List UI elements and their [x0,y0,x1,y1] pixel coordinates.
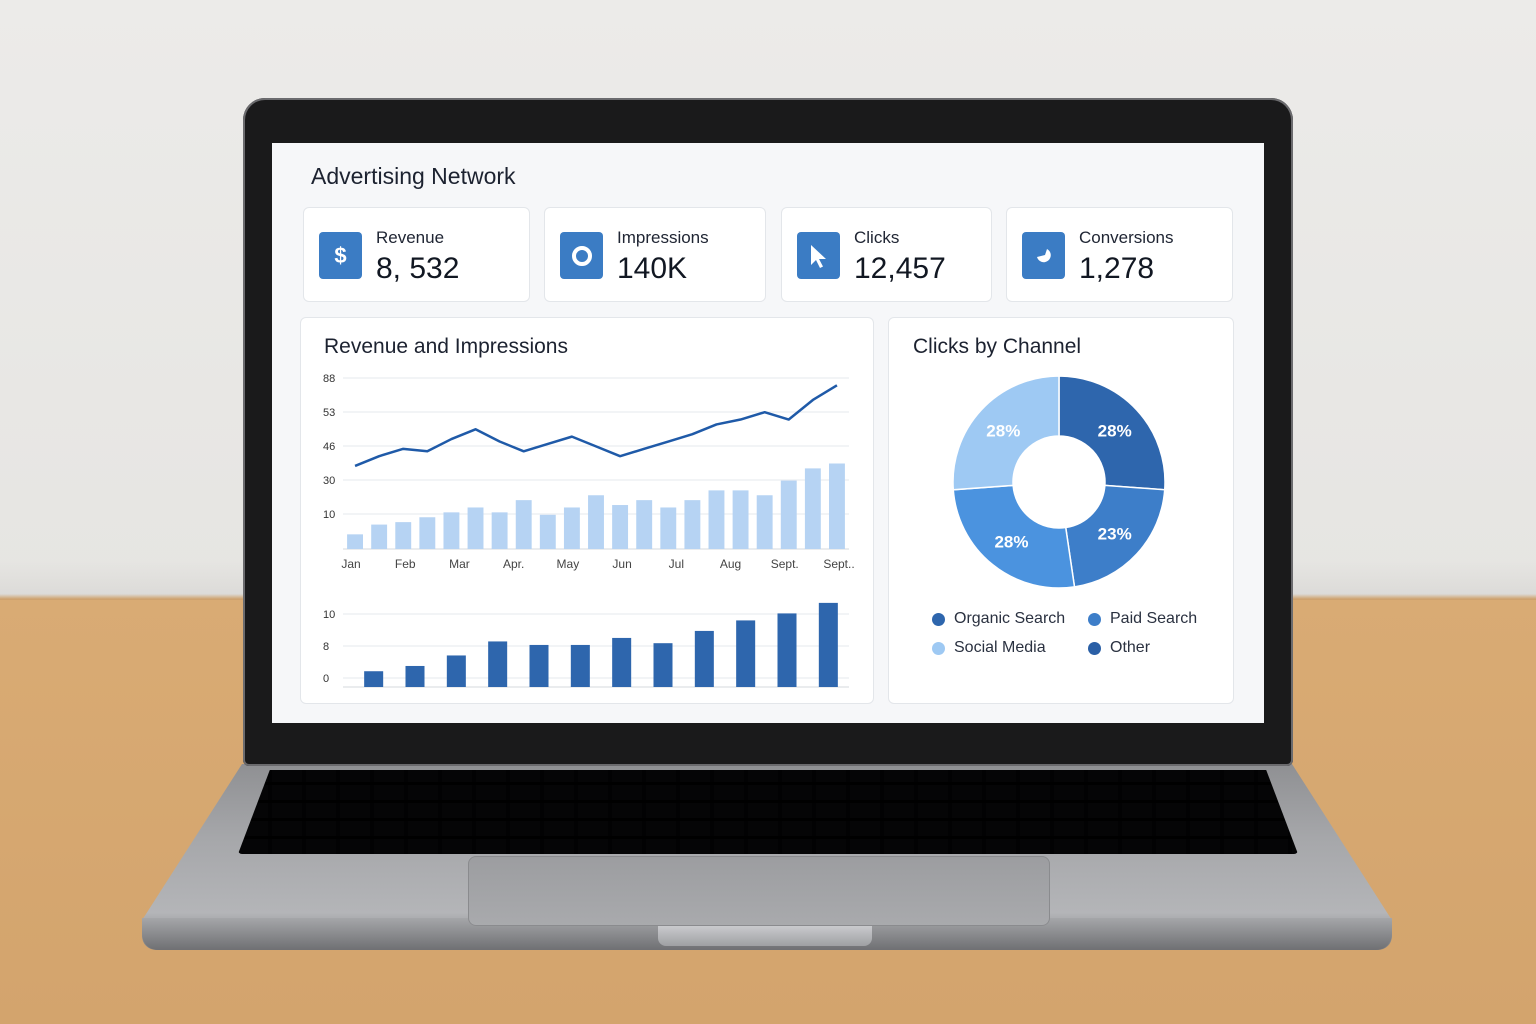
x-tick-label: Jul [669,557,684,571]
x-tick-label: Jan [341,557,360,571]
slice-label: 28% [986,421,1020,440]
bar [446,655,466,687]
clicks-by-channel-panel: Clicks by Channel 28% 23% 28% 28% Organic S… [888,317,1234,704]
bar [829,463,845,549]
y-tick-label: 46 [323,441,335,453]
kpi-value: 1,278 [1079,252,1155,285]
lid-notch [658,926,872,946]
bar [804,468,821,549]
y-tick-label: 8 [323,641,329,653]
bar [653,643,673,687]
x-tick-label: Aug [720,557,741,571]
bar [529,644,549,687]
kpi-label: Revenue [376,228,445,247]
kpi-card-impressions[interactable]: Impressions 140K [544,207,766,302]
bar [818,602,838,687]
legend-item-paid-search[interactable]: Paid Search [1088,610,1197,628]
bar [539,514,556,549]
revenue-impressions-chart: 10 30 46 53 88 Jan Feb Mar Apr. May Jun Jul Aug Sept.… [323,373,855,688]
legend-label: Other [1110,639,1151,656]
bar [694,630,714,687]
legend-label: Organic Search [954,610,1066,627]
y-tick-label: 10 [323,509,335,521]
pie-slice [952,484,1076,589]
legend-swatch [1088,612,1101,626]
bar [488,641,508,687]
pie-slice [1064,484,1166,588]
legend-label: Paid Search [1110,610,1198,627]
bar [570,644,590,687]
bar [419,517,436,549]
bar [660,507,677,549]
legend-item-social-media[interactable]: Social Media [932,639,1046,657]
x-tick-label: Jun [612,557,631,571]
bar [777,613,797,687]
legend-swatch [1088,641,1101,655]
x-tick-label: Sept. [771,557,799,571]
bar [612,637,632,687]
conversion-icon [1022,232,1065,279]
y-tick-label: 0 [323,673,329,685]
bar [708,490,725,549]
kpi-label: Clicks [854,228,900,247]
bar [636,500,653,549]
bar [588,495,604,549]
bar [563,507,580,549]
legend-item-other[interactable]: Other [1088,639,1150,657]
y-tick-label: 53 [323,407,335,419]
bar [364,671,384,687]
pie-slice [1058,375,1166,491]
bar [467,507,484,549]
kpi-label: Impressions [617,228,709,247]
dollar-icon: $ [319,232,362,279]
legend-swatch [932,612,945,626]
dashboard-screen: Advertising Network $ Revenue 8, 532 Imp… [272,143,1264,723]
bar [371,524,388,549]
page-title: Advertising Network [311,163,516,189]
x-tick-label: Sept.. [823,557,854,571]
bar [732,490,749,549]
keyboard [238,770,1298,854]
bar [395,522,412,549]
bar [405,665,425,687]
kpi-value: 8, 532 [376,252,460,285]
pie-slice [952,375,1060,491]
kpi-value: 140K [617,252,688,285]
legend-label: Social Media [954,639,1046,656]
kpi-card-conversions[interactable]: Conversions 1,278 [1006,207,1233,302]
revenue-impressions-panel: Revenue and Impressions 10 30 46 53 88 Jan Feb… [300,317,874,704]
line-series [354,384,838,468]
y-tick-label: 10 [323,609,335,621]
clicks-donut-chart: 28% 23% 28% 28% [952,375,1166,589]
bar [736,620,756,687]
x-tick-label: Feb [395,557,416,571]
panel-title: Revenue and Impressions [324,335,568,358]
kpi-value: 12,457 [854,252,946,285]
y-tick-label: 30 [323,475,335,487]
x-tick-label: May [557,557,580,571]
bar [612,505,629,549]
bar [780,480,797,549]
bar [515,500,532,549]
x-tick-label: Mar [449,557,470,571]
slice-label: 23% [1098,525,1132,544]
bar [756,495,773,549]
slice-label: 28% [1098,421,1132,440]
x-tick-label: Apr. [503,557,524,571]
legend-swatch [932,641,945,655]
slice-label: 28% [994,532,1028,551]
trackpad [468,856,1050,926]
cursor-icon [797,232,840,279]
kpi-label: Conversions [1079,228,1174,247]
bar [684,500,701,549]
legend-item-organic-search[interactable]: Organic Search [932,610,1065,628]
bar [443,512,460,549]
kpi-card-revenue[interactable]: $ Revenue 8, 532 [303,207,530,302]
eye-icon [560,232,603,279]
bar [491,512,508,549]
bar [347,534,363,549]
panel-title: Clicks by Channel [913,335,1082,358]
kpi-card-clicks[interactable]: Clicks 12,457 [781,207,992,302]
y-tick-label: 88 [323,373,335,385]
